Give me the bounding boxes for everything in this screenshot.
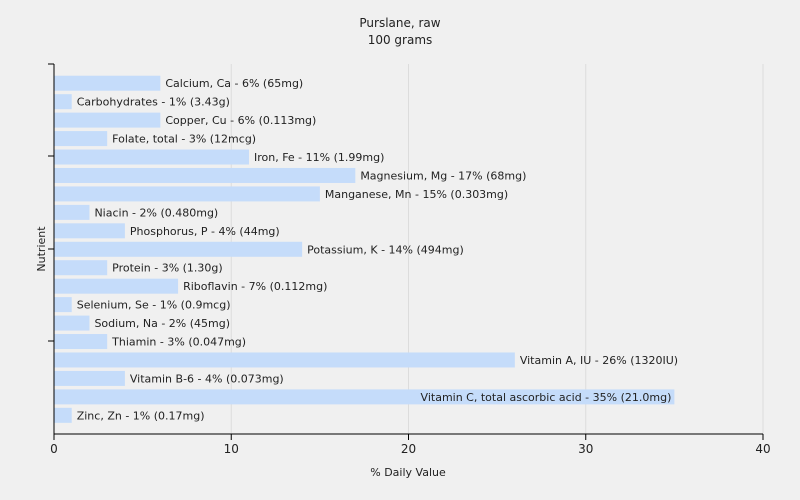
bar-data-label: Vitamin A, IU - 26% (1320IU): [520, 354, 678, 367]
bar-data-label: Carbohydrates - 1% (3.43g): [77, 96, 230, 109]
bar-data-label: Thiamin - 3% (0.047mg): [111, 336, 246, 349]
bar-data-label: Vitamin B-6 - 4% (0.073mg): [130, 372, 284, 385]
chart-title: Purslane, raw: [359, 16, 440, 30]
bar-data-label: Potassium, K - 14% (494mg): [307, 243, 464, 256]
bar: [54, 334, 108, 350]
x-axis-label: % Daily Value: [370, 466, 446, 479]
x-tick-label: 20: [401, 442, 416, 456]
bar-data-label: Zinc, Zn - 1% (0.17mg): [77, 409, 205, 422]
bar-data-label: Sodium, Na - 2% (45mg): [94, 317, 230, 330]
bars: Calcium, Ca - 6% (65mg) Carbohydrates - 1…: [54, 75, 678, 423]
bar: [54, 223, 125, 239]
bar-data-label: Copper, Cu - 6% (0.113mg): [165, 114, 316, 127]
bar: [54, 389, 675, 405]
bar: [54, 94, 72, 110]
bar: [54, 75, 161, 91]
bar-data-label: Manganese, Mn - 15% (0.303mg): [325, 188, 508, 201]
chart-subtitle: 100 grams: [368, 33, 433, 47]
bar: [54, 149, 249, 165]
bar-data-label: Folate, total - 3% (12mcg): [112, 133, 256, 146]
bar: [54, 315, 90, 331]
x-axis-ticks: 0 10 20 30 40: [50, 434, 771, 456]
bar: [54, 167, 356, 183]
y-axis-label: Nutrient: [35, 226, 48, 272]
bar-data-label: Protein - 3% (1.30g): [112, 262, 223, 275]
bar-data-label: Selenium, Se - 1% (0.9mcg): [77, 299, 231, 312]
x-tick-label: 40: [755, 442, 770, 456]
bar: [54, 204, 90, 220]
bar: [54, 407, 72, 423]
bar: [54, 186, 320, 202]
x-tick-label: 10: [224, 442, 239, 456]
bar-data-label: Iron, Fe - 11% (1.99mg): [254, 151, 384, 164]
bar: [54, 241, 303, 257]
bar: [54, 370, 125, 386]
bar: [54, 352, 515, 368]
bar: [54, 297, 72, 313]
bar-data-label: Riboflavin - 7% (0.112mg): [183, 280, 327, 293]
bar-data-label: Magnesium, Mg - 17% (68mg): [360, 169, 526, 182]
bar-data-label: Phosphorus, P - 4% (44mg): [130, 225, 280, 238]
bar-data-label: Calcium, Ca - 6% (65mg): [165, 77, 303, 90]
x-tick-label: 0: [50, 442, 58, 456]
bar: [54, 278, 179, 294]
bar: [54, 260, 108, 276]
bar-data-label: Vitamin C, total ascorbic acid - 35% (21…: [421, 391, 672, 404]
bar-data-label: Niacin - 2% (0.480mg): [94, 206, 218, 219]
bar: [54, 131, 108, 147]
bar: [54, 112, 161, 128]
x-tick-label: 30: [578, 442, 593, 456]
